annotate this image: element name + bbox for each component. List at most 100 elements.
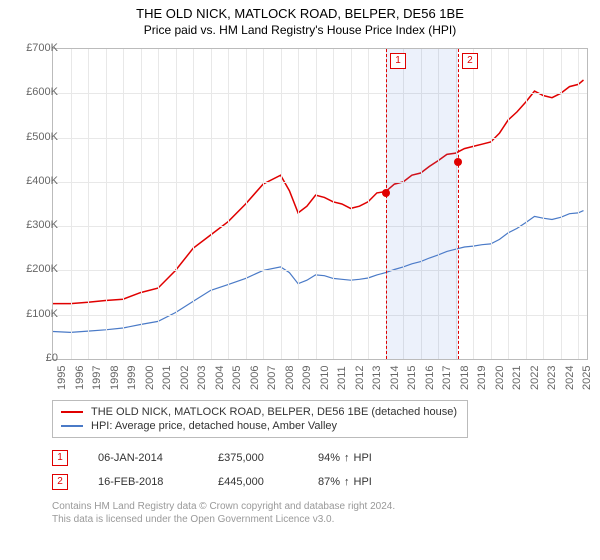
sale-marker: 1 — [52, 450, 68, 466]
gridline-vertical — [333, 49, 334, 359]
line-series — [53, 49, 587, 359]
sale-pct-value: 94% — [318, 452, 340, 464]
sale-pct-value: 87% — [318, 476, 340, 488]
sale-row: 2 16-FEB-2018 £445,000 87% ↑ HPI — [52, 470, 418, 494]
gridline-vertical — [473, 49, 474, 359]
gridline-vertical — [491, 49, 492, 359]
x-tick-label: 2019 — [476, 366, 488, 390]
y-tick-label: £0 — [8, 352, 58, 364]
legend-label: HPI: Average price, detached house, Ambe… — [91, 420, 337, 432]
sales-table: 1 06-JAN-2014 £375,000 94% ↑ HPI 2 16-FEB-2018 £… — [52, 446, 418, 494]
chart-container: THE OLD NICK, MATLOCK ROAD, BELPER, DE56… — [0, 0, 600, 560]
arrow-up-icon: ↑ — [344, 476, 350, 488]
x-tick-label: 2025 — [581, 366, 593, 390]
x-tick-label: 2010 — [319, 366, 331, 390]
gridline-vertical — [526, 49, 527, 359]
marker-line — [386, 49, 387, 359]
gridline-vertical — [158, 49, 159, 359]
x-tick-label: 1999 — [126, 366, 138, 390]
x-tick-label: 2011 — [336, 366, 348, 390]
x-tick-label: 1998 — [109, 366, 121, 390]
shaded-region — [386, 49, 458, 359]
gridline-horizontal — [53, 93, 587, 94]
legend-swatch — [61, 411, 83, 413]
gridline-vertical — [88, 49, 89, 359]
y-tick-label: £100K — [8, 308, 58, 320]
x-tick-label: 2009 — [301, 366, 313, 390]
sale-pct: 87% ↑ HPI — [318, 476, 418, 488]
sale-pct-ref: HPI — [354, 476, 372, 488]
y-tick-label: £500K — [8, 131, 58, 143]
attribution: Contains HM Land Registry data © Crown c… — [52, 500, 395, 526]
gridline-vertical — [368, 49, 369, 359]
x-tick-label: 2020 — [494, 366, 506, 390]
gridline-vertical — [193, 49, 194, 359]
y-tick-label: £200K — [8, 263, 58, 275]
x-tick-label: 2003 — [196, 366, 208, 390]
gridline-vertical — [211, 49, 212, 359]
chart-subtitle: Price paid vs. HM Land Registry's House … — [0, 21, 600, 41]
x-tick-label: 2014 — [389, 366, 401, 390]
sale-date: 06-JAN-2014 — [98, 452, 188, 464]
x-tick-label: 2017 — [441, 366, 453, 390]
gridline-vertical — [263, 49, 264, 359]
gridline-vertical — [298, 49, 299, 359]
sale-price: £375,000 — [218, 452, 288, 464]
gridline-vertical — [228, 49, 229, 359]
attribution-line: This data is licensed under the Open Gov… — [52, 513, 395, 526]
x-tick-label: 2016 — [424, 366, 436, 390]
arrow-up-icon: ↑ — [344, 452, 350, 464]
sale-date: 16-FEB-2018 — [98, 476, 188, 488]
x-tick-label: 2012 — [354, 366, 366, 390]
gridline-vertical — [281, 49, 282, 359]
legend-item: HPI: Average price, detached house, Ambe… — [61, 419, 459, 433]
x-tick-label: 2018 — [459, 366, 471, 390]
gridline-vertical — [71, 49, 72, 359]
gridline-vertical — [543, 49, 544, 359]
x-tick-label: 2002 — [179, 366, 191, 390]
legend-label: THE OLD NICK, MATLOCK ROAD, BELPER, DE56… — [91, 406, 457, 418]
gridline-horizontal — [53, 182, 587, 183]
x-tick-label: 2013 — [371, 366, 383, 390]
y-tick-label: £700K — [8, 42, 58, 54]
legend: THE OLD NICK, MATLOCK ROAD, BELPER, DE56… — [52, 400, 468, 438]
marker-line — [458, 49, 459, 359]
gridline-vertical — [141, 49, 142, 359]
plot-area: 12 — [52, 48, 588, 360]
gridline-horizontal — [53, 315, 587, 316]
x-tick-label: 2007 — [266, 366, 278, 390]
data-point — [382, 189, 390, 197]
x-tick-label: 2000 — [144, 366, 156, 390]
x-tick-label: 1997 — [91, 366, 103, 390]
gridline-horizontal — [53, 138, 587, 139]
sale-marker: 2 — [52, 474, 68, 490]
x-tick-label: 1995 — [56, 366, 68, 390]
y-tick-label: £300K — [8, 219, 58, 231]
marker-badge: 1 — [390, 53, 406, 69]
x-tick-label: 2006 — [249, 366, 261, 390]
x-tick-label: 2015 — [406, 366, 418, 390]
x-tick-label: 2021 — [511, 366, 523, 390]
gridline-vertical — [246, 49, 247, 359]
x-tick-label: 2005 — [231, 366, 243, 390]
gridline-vertical — [561, 49, 562, 359]
attribution-line: Contains HM Land Registry data © Crown c… — [52, 500, 395, 513]
x-tick-label: 2008 — [284, 366, 296, 390]
sale-row: 106-JAN-2014£375,00094%↑HPI — [52, 446, 418, 470]
x-tick-label: 2022 — [529, 366, 541, 390]
gridline-horizontal — [53, 226, 587, 227]
gridline-vertical — [316, 49, 317, 359]
gridline-vertical — [176, 49, 177, 359]
x-tick-label: 2001 — [161, 366, 173, 390]
x-tick-label: 2024 — [564, 366, 576, 390]
y-tick-label: £600K — [8, 86, 58, 98]
gridline-vertical — [351, 49, 352, 359]
x-tick-label: 1996 — [74, 366, 86, 390]
gridline-vertical — [508, 49, 509, 359]
sale-price: £445,000 — [218, 476, 288, 488]
gridline-horizontal — [53, 270, 587, 271]
chart-title: THE OLD NICK, MATLOCK ROAD, BELPER, DE56… — [0, 0, 600, 21]
x-tick-label: 2004 — [214, 366, 226, 390]
gridline-vertical — [578, 49, 579, 359]
marker-badge: 2 — [462, 53, 478, 69]
